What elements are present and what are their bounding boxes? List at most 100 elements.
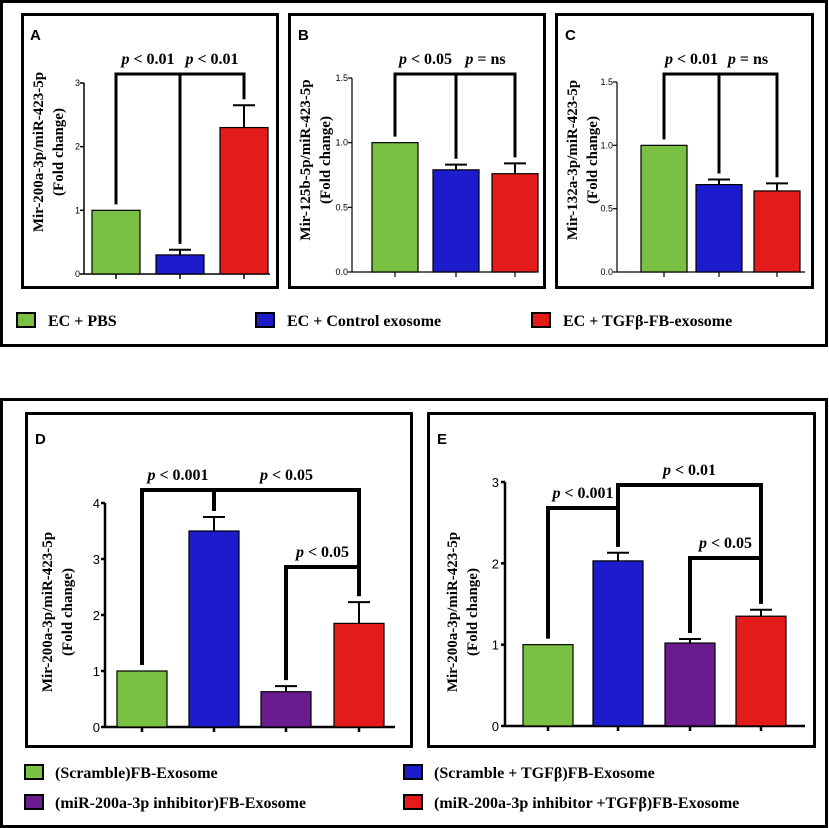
panel-a-bar-1 bbox=[91, 209, 141, 275]
legend-label-ec-control-exosome: EC + Control exosome bbox=[287, 313, 441, 330]
panel-d-y-axis-label: Mir-200a-3p/miR-423-5p bbox=[40, 532, 56, 692]
panel-e-significance-label-1: p < 0.001 bbox=[550, 485, 613, 502]
panel-c-significance-bracket-2 bbox=[717, 72, 779, 178]
panel-d-significance-bracket-2 bbox=[212, 488, 361, 597]
panel-c-bar-3 bbox=[753, 190, 801, 273]
panel-d-significance-label-3: p < 0.05 bbox=[294, 544, 349, 561]
panel-d-frame bbox=[25, 412, 413, 748]
panel-c-significance-label-1: p < 0.01 bbox=[663, 51, 718, 68]
bottom-legend: (Scramble)FB-Exosome (Scramble + TGFβ)FB… bbox=[24, 764, 739, 812]
panel-c-y-tick-label: 1.0 bbox=[600, 140, 613, 150]
panel-a-y-tick-label: 0 bbox=[75, 269, 80, 279]
panel-a-significance-label-2: p < 0.01 bbox=[183, 51, 238, 68]
legend-swatch-scramble-tgfb bbox=[403, 764, 423, 780]
panel-c-significance-label-2: p = ns bbox=[726, 51, 768, 68]
panel-e-frame bbox=[427, 412, 816, 748]
panel-e-bar-1 bbox=[522, 644, 574, 727]
panel-d-bar-1 bbox=[116, 670, 168, 728]
panel-e-y-tick-label: 3 bbox=[492, 475, 499, 490]
panel-d-significance-label-2: p < 0.05 bbox=[258, 467, 313, 484]
panel-letter-a: A bbox=[30, 27, 41, 44]
panel-d-y-tick-label: 0 bbox=[93, 720, 100, 735]
panel-a-y-tick-label: 1 bbox=[75, 205, 80, 215]
panel-a-bar-3 bbox=[219, 126, 269, 275]
panel-c-y-tick-label: 1.5 bbox=[600, 77, 613, 87]
legend-label-scramble: (Scramble)FB-Exosome bbox=[55, 765, 218, 782]
panel-a-frame bbox=[21, 13, 279, 289]
chart-panel-e: 0 1 2 3 Mir-200a-3p/miR-423-5p (Fold change) p… bbox=[445, 462, 805, 734]
panel-c-bar-2 bbox=[695, 184, 743, 273]
panel-e-significance-label-3: p < 0.05 bbox=[697, 535, 752, 552]
panel-c-bar-1 bbox=[640, 144, 688, 273]
panel-c-y-tick-label: 0.5 bbox=[600, 204, 613, 214]
panel-a-y-tick-label: 3 bbox=[75, 78, 80, 88]
legend-swatch-inhibitor-tgfb bbox=[403, 794, 423, 810]
chart-panel-a: 0 1 2 3 Mir-200a-3p/miR-423-5p (Fold change) p… bbox=[31, 51, 270, 279]
panel-b-bar-2 bbox=[432, 169, 480, 273]
panel-d-y-axis-unit: (Fold change) bbox=[60, 568, 76, 656]
panel-a-significance-label-1: p < 0.01 bbox=[119, 51, 174, 68]
panel-e-y-tick-label: 2 bbox=[492, 556, 499, 571]
panel-e-significance-bracket-2 bbox=[616, 483, 763, 604]
panel-letter-b: B bbox=[298, 27, 309, 44]
panel-d-bar-3 bbox=[260, 691, 312, 728]
panel-d-y-tick-label: 1 bbox=[93, 664, 100, 679]
panel-a-y-tick-label: 2 bbox=[75, 142, 80, 152]
panel-d-bar-4 bbox=[333, 622, 385, 728]
panel-a-bar-2 bbox=[155, 254, 205, 275]
panel-letter-c: C bbox=[565, 27, 576, 44]
panel-b-significance-bracket-2 bbox=[454, 72, 517, 159]
panel-b-bar-3 bbox=[491, 173, 539, 273]
panel-d-significance-bracket-3 bbox=[284, 565, 361, 681]
panel-b-y-tick-label: 1.0 bbox=[335, 138, 348, 148]
panel-a-significance-bracket-2 bbox=[178, 72, 246, 244]
legend-swatch-scramble bbox=[24, 764, 44, 780]
legend-swatch-ec-tgfb-fb-exosome bbox=[531, 312, 551, 328]
panel-e-y-tick-label: 1 bbox=[492, 638, 499, 653]
panel-b-y-tick-label: 1.5 bbox=[335, 73, 348, 83]
panel-a-y-axis-label: Mir-200a-3p/miR-423-5p bbox=[31, 72, 47, 232]
panel-c-y-axis-unit: (Fold change) bbox=[585, 116, 601, 204]
top-figure-frame bbox=[0, 0, 828, 347]
panel-b-bar-1 bbox=[371, 142, 419, 273]
chart-panel-b: 0.0 0.5 1.0 1.5 Mir-125b-5p/miR-423-5p (Fold … bbox=[298, 51, 539, 277]
panel-letter-d: D bbox=[35, 431, 46, 448]
panel-e-y-axis-label: Mir-200a-3p/miR-423-5p bbox=[445, 532, 461, 692]
panel-a-y-axis-unit: (Fold change) bbox=[51, 108, 67, 196]
legend-label-scramble-tgfb: (Scramble + TGFβ)FB-Exosome bbox=[434, 765, 655, 782]
panel-e-y-axis-unit: (Fold change) bbox=[465, 568, 481, 656]
panel-d-y-tick-label: 3 bbox=[93, 552, 100, 567]
panel-c-frame bbox=[555, 13, 814, 289]
top-legend: EC + PBS EC + Control exosome EC + TGFβ-… bbox=[16, 312, 732, 330]
legend-swatch-inhibitor bbox=[24, 794, 44, 810]
panel-e-bar-3 bbox=[664, 642, 716, 727]
panel-e-significance-bracket-3 bbox=[688, 556, 763, 633]
panel-letter-e: E bbox=[437, 431, 447, 448]
panel-d-bar-2 bbox=[188, 530, 240, 728]
panel-e-significance-label-2: p < 0.01 bbox=[661, 462, 716, 479]
panel-c-y-axis-label: Mir-132a-3p/miR-423-5p bbox=[565, 80, 581, 240]
chart-panel-d: 0 1 2 3 4 Mir-200a-3p/miR-423-5p (Fold change)… bbox=[40, 467, 395, 735]
legend-label-ec-pbs: EC + PBS bbox=[48, 313, 117, 330]
panel-e-bar-4 bbox=[735, 615, 787, 727]
panel-b-y-tick-label: 0.0 bbox=[335, 267, 348, 277]
panel-b-significance-label-2: p = ns bbox=[463, 51, 505, 68]
panel-b-y-axis-unit: (Fold change) bbox=[318, 116, 334, 204]
legend-label-inhibitor: (miR-200a-3p inhibitor)FB-Exosome bbox=[55, 795, 306, 812]
panel-d-y-tick-label: 2 bbox=[93, 608, 100, 623]
panel-e-bar-2 bbox=[592, 560, 644, 727]
panel-b-significance-label-1: p < 0.05 bbox=[397, 51, 452, 68]
panel-b-y-axis-label: Mir-125b-5p/miR-423-5p bbox=[298, 79, 314, 240]
legend-swatch-ec-control-exosome bbox=[255, 312, 275, 328]
panel-c-y-tick-label: 0.0 bbox=[600, 267, 613, 277]
legend-label-ec-tgfb-fb-exosome: EC + TGFβ-FB-exosome bbox=[563, 313, 732, 330]
chart-panel-c: 0.0 0.5 1.0 1.5 Mir-132a-3p/miR-423-5p (Fold … bbox=[565, 51, 805, 277]
bottom-figure-frame bbox=[0, 398, 828, 828]
panel-d-significance-label-1: p < 0.001 bbox=[145, 467, 208, 484]
panel-b-y-tick-label: 0.5 bbox=[335, 202, 348, 212]
panel-b-frame bbox=[288, 13, 546, 289]
panel-d-y-tick-label: 4 bbox=[93, 496, 100, 511]
panel-e-y-tick-label: 0 bbox=[492, 719, 499, 734]
legend-label-inhibitor-tgfb: (miR-200a-3p inhibitor +TGFβ)FB-Exosome bbox=[434, 795, 739, 812]
